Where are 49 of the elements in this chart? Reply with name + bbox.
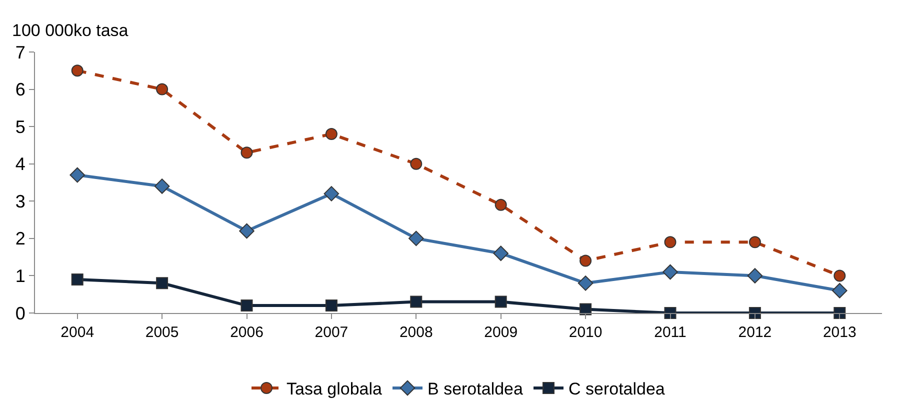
point (408, 230, 424, 246)
point (662, 264, 678, 280)
y-tick-label: 0 (15, 303, 26, 324)
x-tick-label: 2005 (145, 324, 179, 341)
point (834, 270, 846, 282)
y-tick-label: 3 (15, 191, 26, 212)
x-tick-label: 2012 (738, 324, 772, 341)
x-tick-label: 2007 (314, 324, 348, 341)
y-tick-label: 1 (15, 266, 26, 286)
point (240, 300, 253, 312)
x-tick-label: 2010 (568, 324, 602, 341)
point (578, 276, 594, 291)
point (239, 223, 254, 239)
x-tick-label: 2008 (399, 324, 433, 341)
point (580, 303, 592, 316)
point (325, 300, 338, 312)
point (493, 246, 508, 261)
point (410, 158, 422, 170)
x-tick-label: 2004 (60, 324, 94, 341)
point (154, 178, 170, 194)
point (70, 167, 85, 183)
point (494, 198, 507, 211)
x-tick-label: 2009 (484, 324, 518, 341)
y-axis-title: 100 000ko tasa (12, 21, 129, 40)
legend-label: Tasa globala (286, 380, 383, 399)
point (325, 128, 338, 140)
point (494, 296, 507, 308)
point (324, 186, 340, 202)
point (664, 236, 676, 248)
point (71, 64, 84, 77)
point (748, 236, 761, 248)
legend-label: B serotaldea (428, 380, 524, 399)
y-tick-label: 2 (15, 228, 26, 249)
point (410, 296, 422, 308)
point (71, 273, 84, 286)
point (747, 268, 763, 284)
x-tick-label: 2011 (654, 324, 686, 341)
y-tick-label: 7 (15, 42, 26, 62)
point (156, 277, 168, 290)
legend-label: C serotaldea (568, 380, 666, 399)
x-tick-label: 2006 (230, 324, 264, 341)
x-tick-label: 2013 (822, 324, 856, 341)
y-tick-label: 4 (15, 154, 26, 174)
point (156, 83, 168, 96)
y-tick-label: 5 (15, 116, 26, 137)
point (832, 282, 848, 298)
y-tick-label: 6 (15, 80, 26, 100)
point (240, 146, 253, 159)
point (580, 254, 592, 267)
